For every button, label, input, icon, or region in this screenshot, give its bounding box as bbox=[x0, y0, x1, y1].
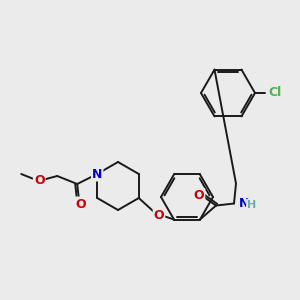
Text: O: O bbox=[75, 197, 86, 211]
Text: N: N bbox=[239, 197, 249, 210]
Text: O: O bbox=[34, 173, 44, 187]
Text: O: O bbox=[194, 189, 204, 202]
Text: N: N bbox=[92, 167, 102, 181]
Text: O: O bbox=[154, 209, 164, 222]
Text: Cl: Cl bbox=[268, 86, 282, 100]
Text: H: H bbox=[247, 200, 256, 209]
